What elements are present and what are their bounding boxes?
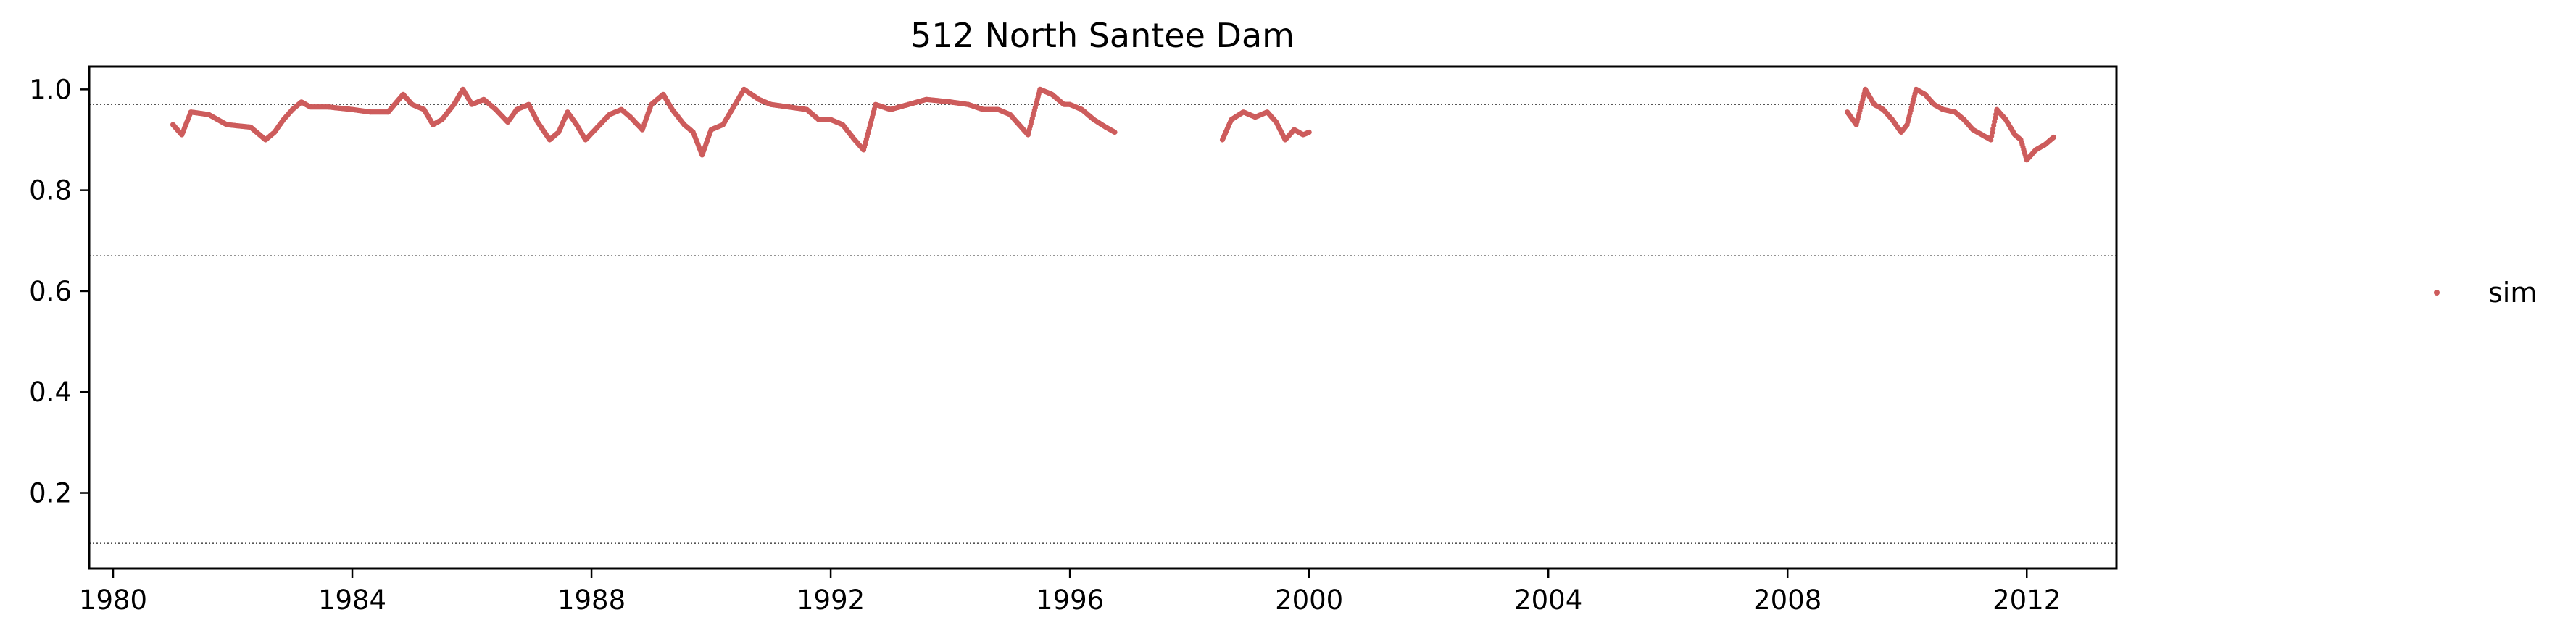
x-tick-label: 1988 xyxy=(557,585,626,616)
y-tick-label: 0.2 xyxy=(29,478,72,509)
x-tick-label: 1996 xyxy=(1036,585,1104,616)
x-tick-label: 1980 xyxy=(79,585,147,616)
chart-title: 512 North Santee Dam xyxy=(910,16,1295,55)
legend: sim xyxy=(2434,277,2537,309)
sim-series xyxy=(170,86,2056,163)
x-tick-label: 1992 xyxy=(797,585,865,616)
x-tick-label: 2008 xyxy=(1753,585,1821,616)
data-point xyxy=(2051,134,2056,141)
x-tick-label: 2004 xyxy=(1514,585,1582,616)
y-tick-label: 0.4 xyxy=(29,377,72,408)
x-tick-label: 2012 xyxy=(1993,585,2061,616)
legend-marker-sim xyxy=(2434,290,2440,296)
data-point xyxy=(1306,129,1312,135)
legend-label-sim: sim xyxy=(2488,277,2537,309)
data-point xyxy=(1112,129,1118,135)
x-tick-label: 2000 xyxy=(1275,585,1343,616)
x-axis: 1980 1984 1988 1992 1996 2000 2004 2008 2012 xyxy=(79,569,2061,616)
plot-area-frame xyxy=(88,65,2118,570)
x-tick-label: 1984 xyxy=(318,585,386,616)
y-tick-label: 1.0 xyxy=(29,74,72,105)
y-tick-label: 0.6 xyxy=(29,276,72,307)
y-tick-label: 0.8 xyxy=(29,175,72,206)
y-axis: 0.2 0.4 0.6 0.8 1.0 xyxy=(29,74,89,509)
reference-lines xyxy=(89,104,2116,544)
